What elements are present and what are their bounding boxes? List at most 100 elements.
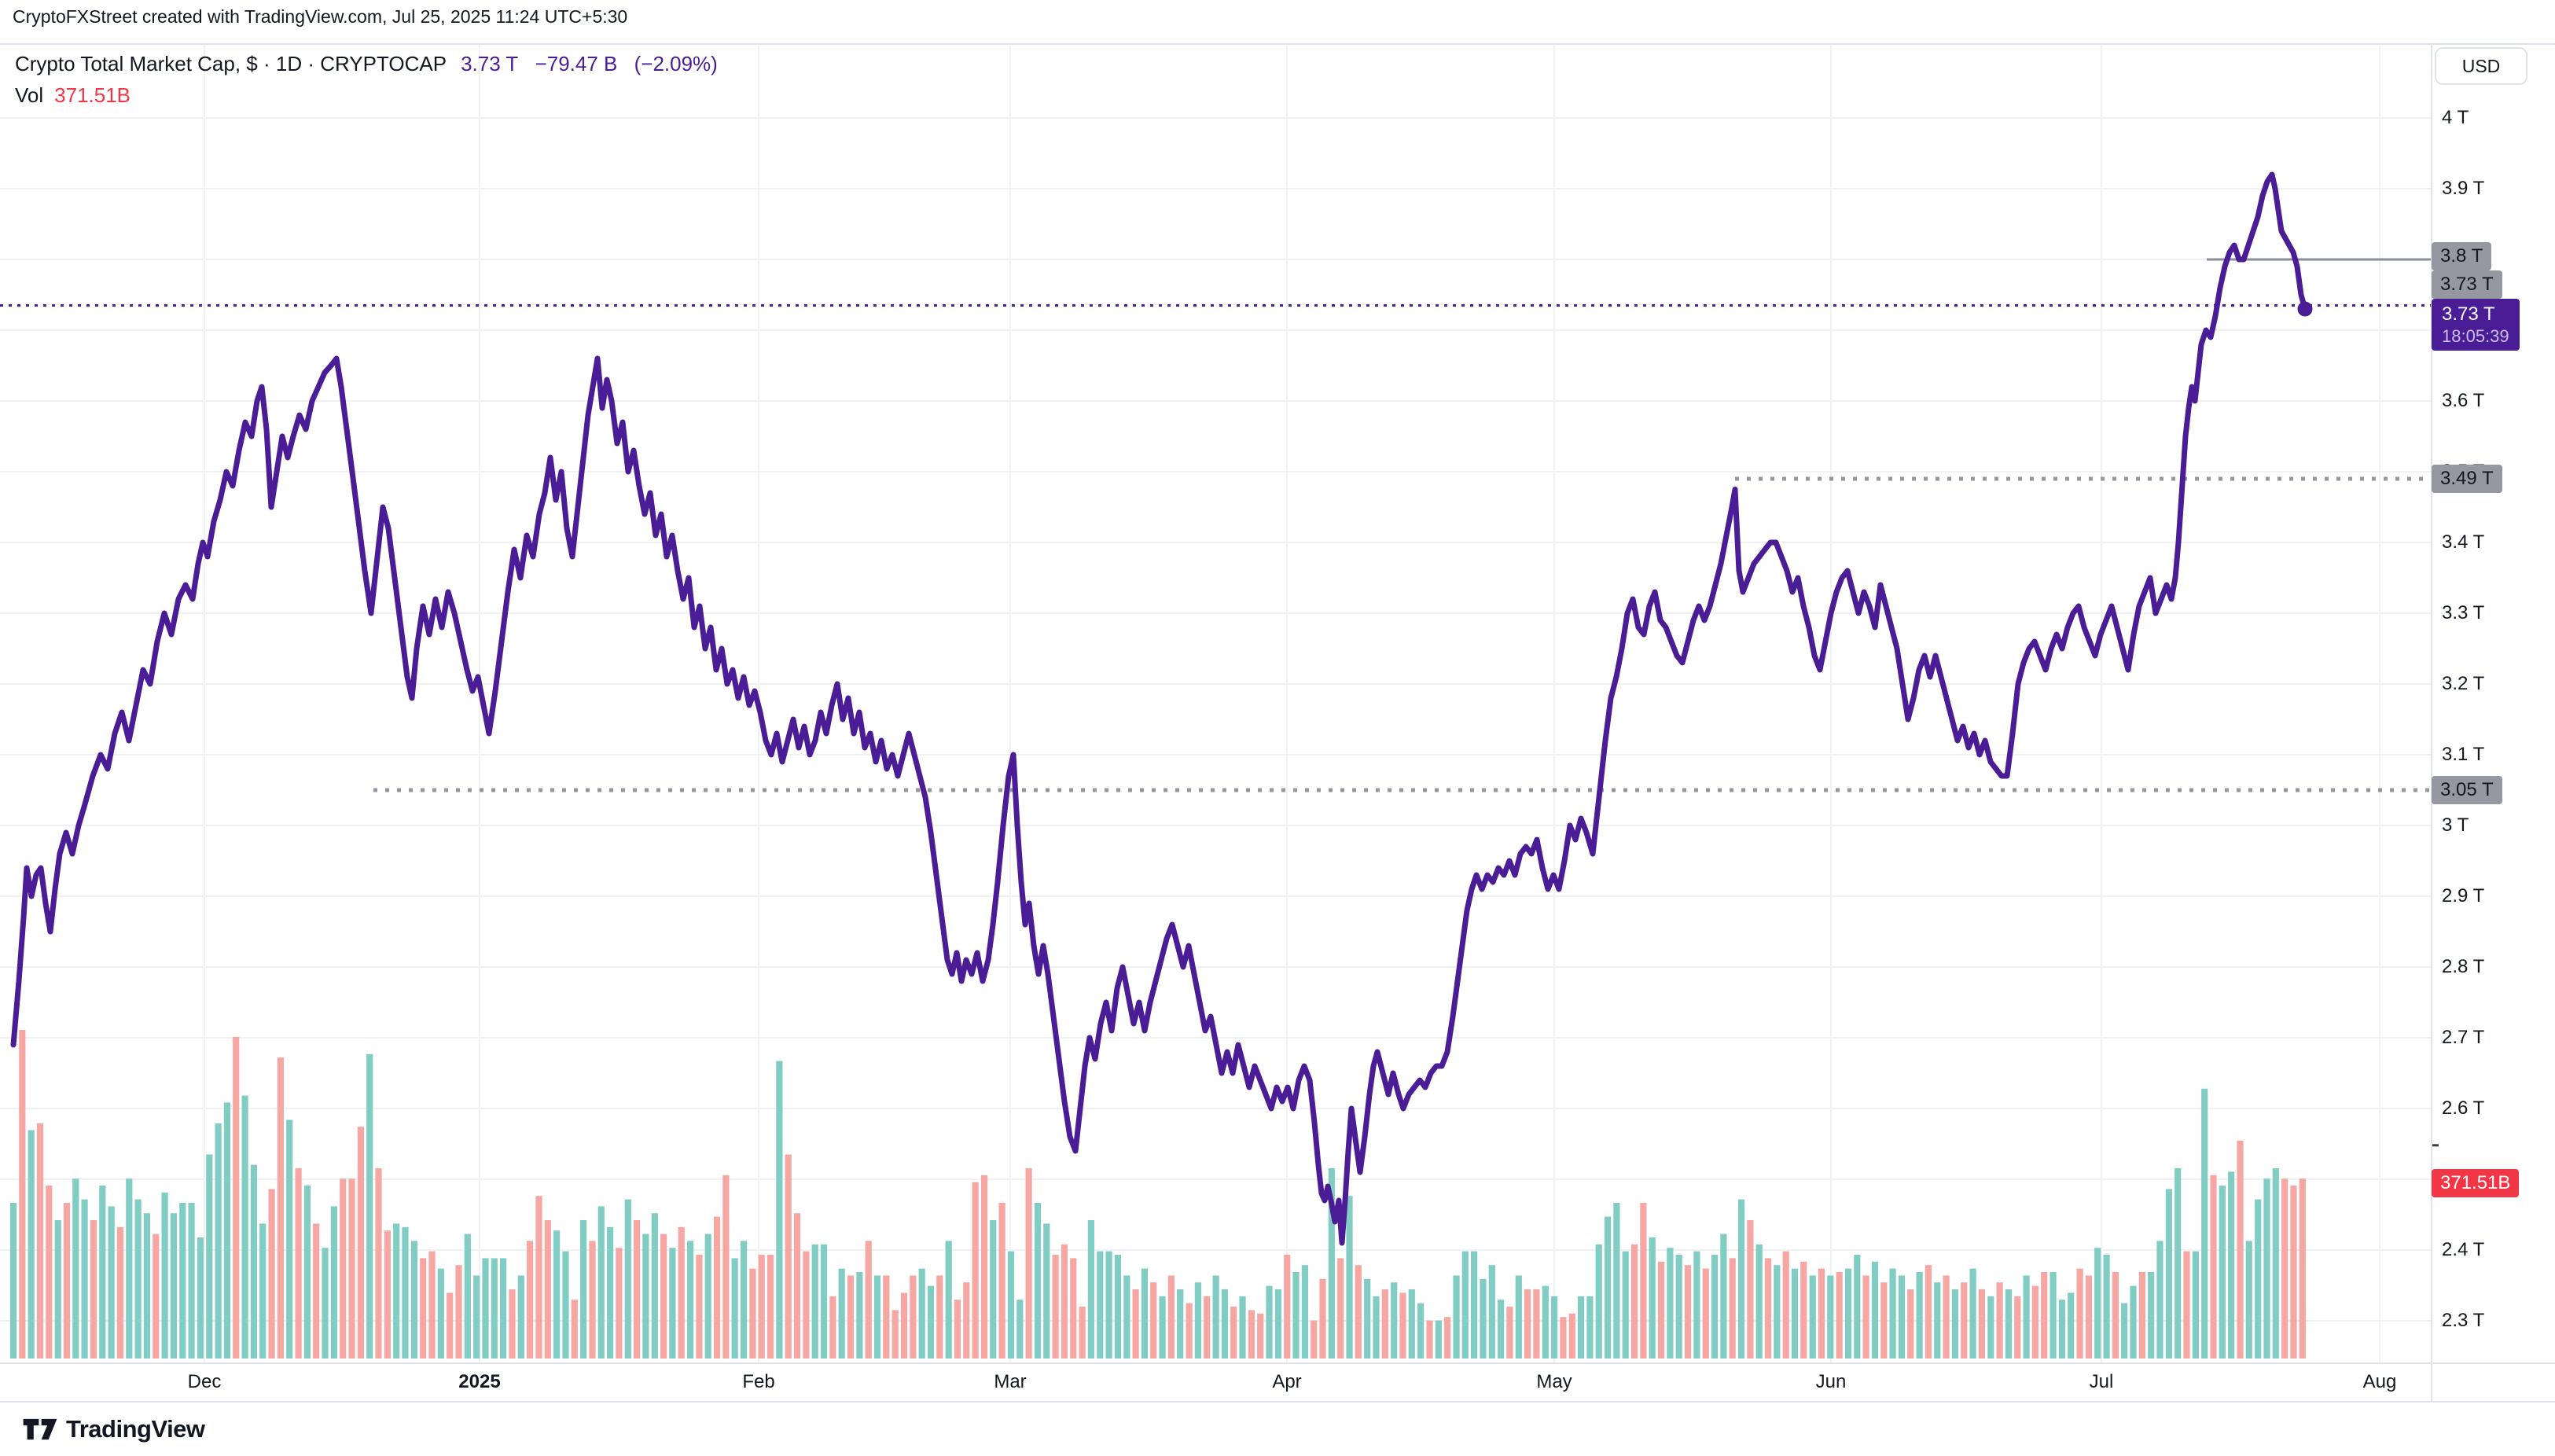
price-axis-border <box>2431 43 2432 1403</box>
volume-bar-down <box>696 1255 703 1359</box>
time-tick-label: Mar <box>994 1371 1027 1392</box>
volume-bar-up <box>54 1220 61 1359</box>
volume-bar-down <box>972 1182 979 1359</box>
volume-bar-up <box>170 1213 177 1359</box>
volume-bar-up <box>286 1120 293 1359</box>
volume-label[interactable]: Vol <box>15 83 44 107</box>
volume-bar-up <box>1087 1220 1094 1359</box>
volume-bar-down <box>1978 1289 1985 1359</box>
volume-bar-down <box>829 1296 836 1359</box>
volume-bar-down <box>1702 1268 1709 1359</box>
volume-bar-down <box>2076 1268 2083 1359</box>
volume-bar-up <box>1212 1275 1219 1359</box>
volume-bar-down <box>36 1123 44 1359</box>
volume-bar-down <box>1167 1275 1175 1359</box>
volume-bar-down <box>2112 1272 2119 1359</box>
volume-bar-down <box>455 1265 462 1359</box>
volume-bar-up <box>410 1241 417 1359</box>
volume-bar-down <box>847 1275 855 1359</box>
volume-bar-down <box>1764 1258 1772 1359</box>
volume-bar-up <box>72 1178 79 1359</box>
volume-bar-up <box>2228 1171 2235 1359</box>
volume-bar-up <box>1266 1285 1273 1359</box>
volume-bar-up <box>741 1241 748 1359</box>
volume-bar-up <box>1605 1216 1612 1359</box>
volume-bar-down <box>527 1241 534 1359</box>
volume-bar-down <box>1204 1296 1211 1359</box>
price-tick-label: 3 T <box>2442 814 2469 836</box>
symbol-title[interactable]: Crypto Total Market Cap, $ · 1D · CRYPTO… <box>15 52 447 75</box>
volume-bar-up <box>2192 1251 2199 1359</box>
volume-bar-up <box>642 1234 649 1359</box>
volume-bar-up <box>811 1244 818 1359</box>
currency-toggle[interactable]: USD <box>2435 47 2527 85</box>
volume-bar-up <box>1292 1272 1300 1359</box>
volume-bar-up <box>143 1213 150 1359</box>
volume-bar-up <box>1987 1296 1994 1359</box>
volume-bar-up <box>330 1206 337 1359</box>
volume-bar-up <box>562 1251 569 1359</box>
volume-bar-up <box>1194 1282 1201 1359</box>
volume-bar-down <box>1061 1244 1068 1359</box>
volume-bar-down <box>340 1178 347 1359</box>
volume-bar-down <box>153 1234 160 1359</box>
volume-bar-up <box>1391 1282 1398 1359</box>
volume-bar-down <box>634 1220 641 1359</box>
volume-bar-up <box>473 1275 480 1359</box>
volume-bar-up <box>134 1199 142 1359</box>
volume-bar-up <box>731 1258 738 1359</box>
tradingview-logo[interactable]: TradingView <box>22 1413 205 1446</box>
volume-bar-up <box>1774 1265 1781 1359</box>
volume-bar-up <box>945 1241 952 1359</box>
volume-bar-down <box>785 1154 792 1359</box>
volume-bar-up <box>1328 1168 1335 1359</box>
time-tick-label: Apr <box>1272 1371 1302 1392</box>
volume-bar-down <box>803 1251 810 1359</box>
volume-bar-down <box>2014 1296 2021 1359</box>
volume-bar-up <box>820 1244 828 1359</box>
volume-bar-up <box>1515 1275 1522 1359</box>
volume-bar-down <box>1747 1220 1754 1359</box>
volume-bar-up <box>1159 1296 1166 1359</box>
volume-bar-up <box>179 1203 186 1359</box>
volume-bar-down <box>900 1292 908 1359</box>
volume-bar-up <box>2148 1272 2155 1359</box>
volume-bar-up <box>2023 1275 2030 1359</box>
volume-bar-down <box>1150 1282 1157 1359</box>
volume-bar-down <box>1684 1265 1692 1359</box>
chart-legend: Crypto Total Market Cap, $ · 1D · CRYPTO… <box>15 52 729 108</box>
volume-bar-down <box>420 1258 427 1359</box>
volume-bar-down <box>1506 1307 1513 1359</box>
volume-bar-down <box>1052 1255 1059 1359</box>
volume-bar-up <box>1916 1272 1923 1359</box>
volume-bar-down <box>1524 1289 1531 1359</box>
volume-bar-up <box>1177 1289 1184 1359</box>
volume-bar-up <box>322 1248 329 1359</box>
volume-bar-down <box>277 1057 284 1359</box>
volume-bar-up <box>2263 1178 2270 1359</box>
volume-bar-up <box>517 1275 524 1359</box>
volume-bar-up <box>1373 1296 1380 1359</box>
volume-bar-down <box>963 1282 970 1359</box>
axis-tick-mark <box>2431 1144 2439 1147</box>
volume-bar-up <box>1809 1275 1816 1359</box>
volume-bar-up <box>1613 1203 1620 1359</box>
volume-bar-up <box>1898 1275 1906 1359</box>
time-tick-label: Jul <box>2089 1371 2114 1392</box>
volume-bar-down <box>766 1255 774 1359</box>
volume-bar-up <box>1737 1199 1745 1359</box>
volume-bar-up <box>1461 1251 1469 1359</box>
volume-bar-up <box>1827 1275 1834 1359</box>
volume-bar-up <box>1675 1255 1682 1359</box>
volume-bar-up <box>259 1223 267 1359</box>
volume-bar-down <box>1070 1258 1077 1359</box>
volume-bar-up <box>28 1130 35 1359</box>
volume-bar-up <box>2130 1285 2137 1359</box>
volume-bar-up <box>2219 1186 2226 1359</box>
volume-bar-up <box>1417 1303 1425 1359</box>
price-tick-label: 3.4 T <box>2442 531 2485 553</box>
volume-bar-up <box>1622 1251 1629 1359</box>
volume-bar-up <box>1408 1289 1415 1359</box>
volume-bar-up <box>1480 1278 1487 1359</box>
